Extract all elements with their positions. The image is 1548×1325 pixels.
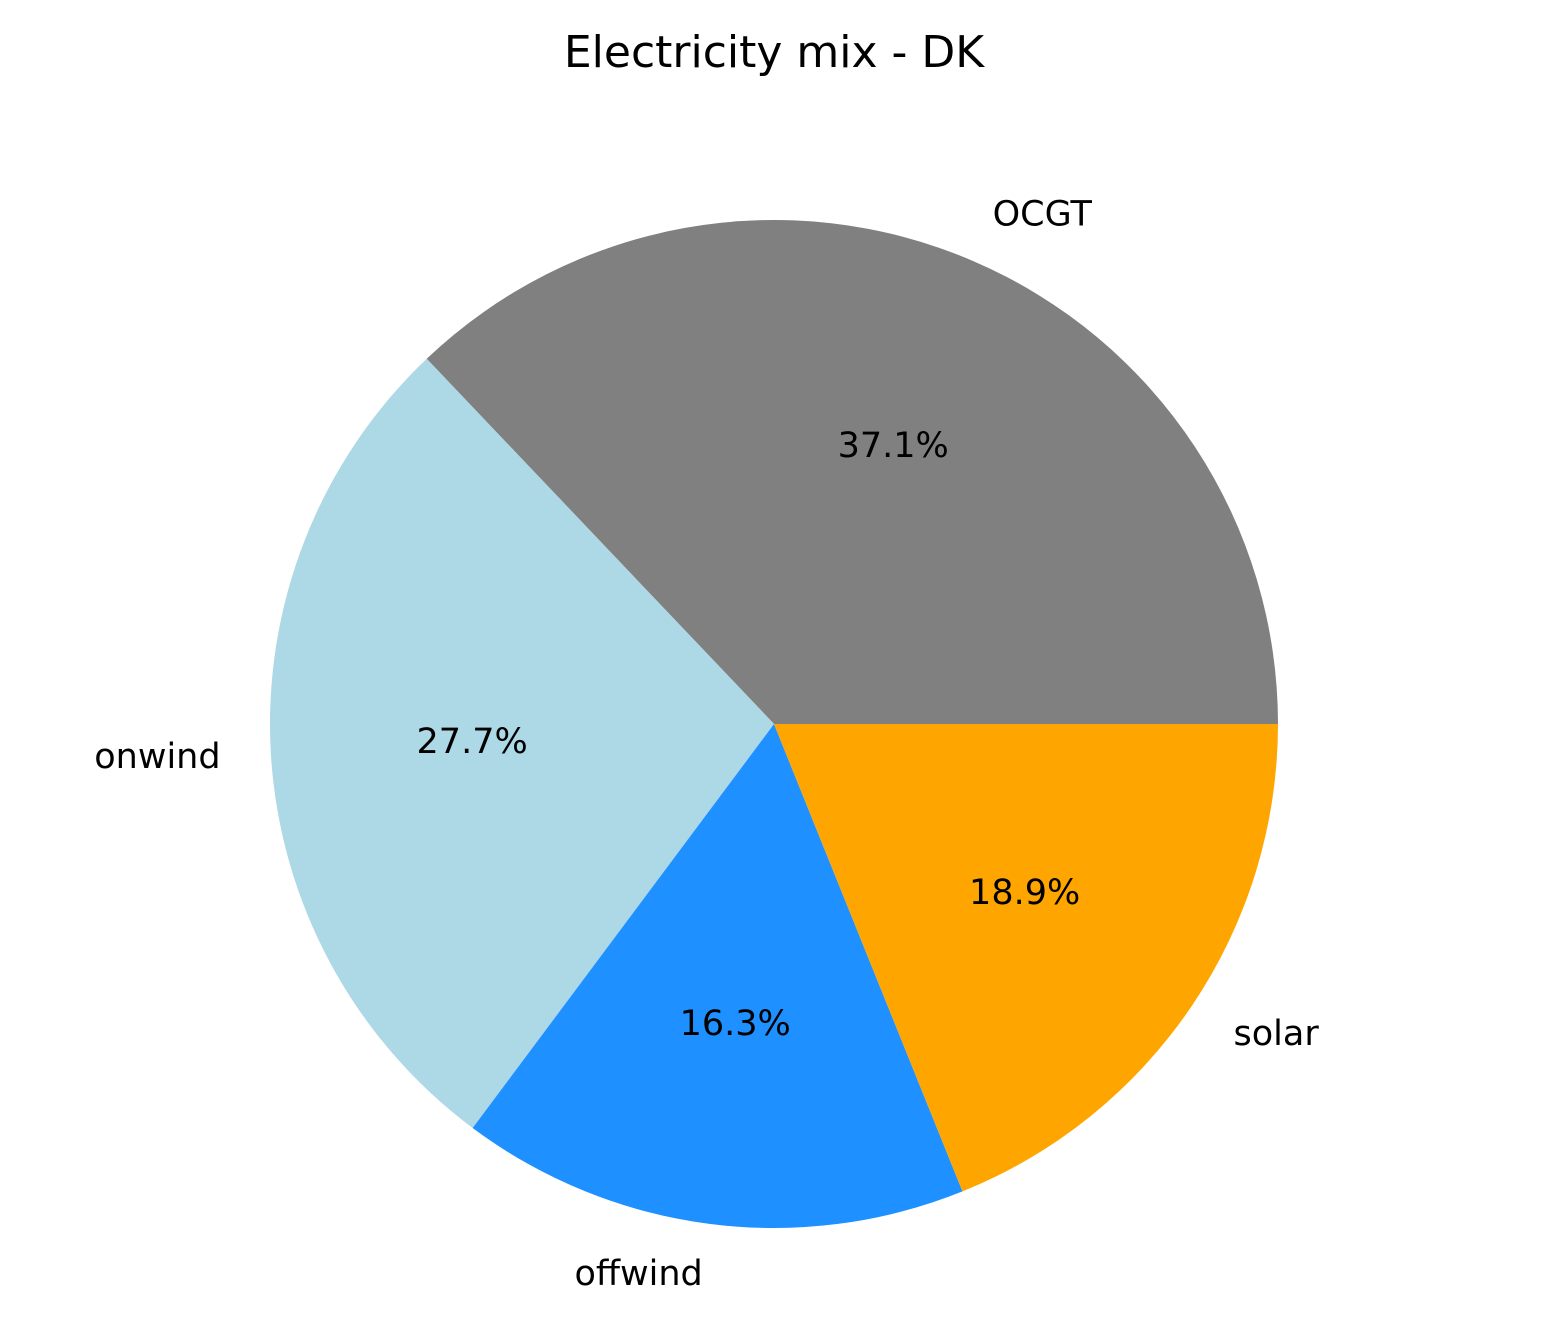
- pie-slice-onwind: [269, 358, 774, 1128]
- pct-label-ocgt: 37.1%: [838, 426, 949, 466]
- chart-title: Electricity mix - DK: [564, 27, 985, 78]
- pct-label-onwind: 27.7%: [417, 722, 528, 762]
- slice-label-ocgt: OCGT: [993, 195, 1093, 235]
- pie-slice-ocgt: [426, 219, 1278, 724]
- slice-label-solar: solar: [1234, 1014, 1320, 1054]
- pie-slice-solar: [774, 724, 1278, 1192]
- pie-slice-offwind: [472, 724, 963, 1228]
- pie-slices: [269, 219, 1278, 1228]
- pct-label-offwind: 16.3%: [680, 1004, 791, 1044]
- slice-label-onwind: onwind: [94, 737, 220, 777]
- slice-label-offwind: offwind: [575, 1254, 703, 1294]
- pct-label-solar: 18.9%: [969, 873, 1080, 913]
- pie-labels: OCGT 37.1% onwind 27.7% offwind 16.3% solar 18.…: [94, 195, 1319, 1294]
